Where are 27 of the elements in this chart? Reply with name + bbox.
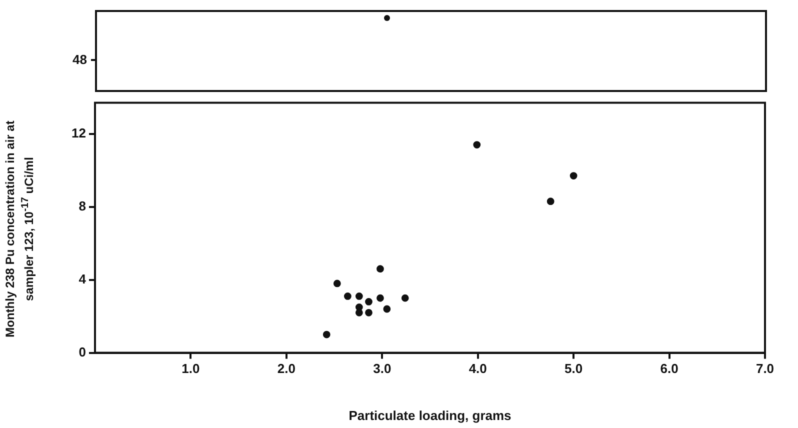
point xyxy=(376,265,384,273)
point xyxy=(570,172,578,180)
point xyxy=(333,280,341,288)
x-tick-label: 7.0 xyxy=(756,361,774,376)
point xyxy=(546,198,554,206)
point xyxy=(383,305,391,313)
y-tick-label: 0 xyxy=(78,344,86,360)
x-tick-label: 3.0 xyxy=(373,361,392,376)
x-tick-label: 2.0 xyxy=(277,361,296,376)
point xyxy=(365,308,372,316)
point xyxy=(344,292,352,300)
point xyxy=(355,308,363,316)
point xyxy=(355,292,363,300)
point xyxy=(473,141,481,148)
point xyxy=(365,298,372,306)
x-tick-label: 4.0 xyxy=(468,361,487,376)
x-tick-label: 1.0 xyxy=(182,361,200,376)
text: 48 xyxy=(72,52,87,67)
point xyxy=(376,294,384,302)
point xyxy=(401,294,409,302)
y-tick-label: 8 xyxy=(78,198,86,214)
x-tick-label: 6.0 xyxy=(660,361,678,376)
x-axis-title: Particulate loading, grams xyxy=(348,408,512,423)
point xyxy=(322,330,330,338)
x-tick-label: 5.0 xyxy=(564,361,583,376)
y-tick-label: 4 xyxy=(78,271,87,286)
y-tick-label: 12 xyxy=(72,125,86,140)
